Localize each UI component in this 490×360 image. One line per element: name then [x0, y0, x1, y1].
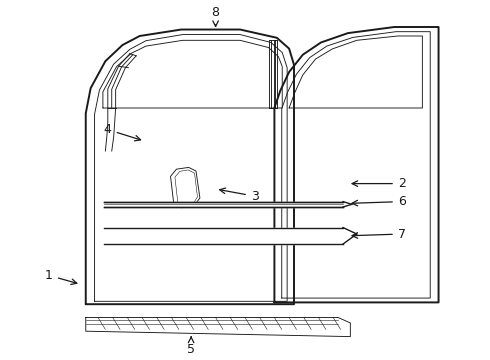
Text: 8: 8	[212, 6, 220, 26]
Text: 6: 6	[352, 195, 406, 208]
Text: 5: 5	[187, 337, 195, 356]
Text: 1: 1	[45, 269, 77, 284]
Text: 2: 2	[352, 177, 406, 190]
Text: 7: 7	[352, 228, 406, 240]
Text: 3: 3	[220, 188, 259, 203]
Text: 4: 4	[104, 123, 141, 141]
